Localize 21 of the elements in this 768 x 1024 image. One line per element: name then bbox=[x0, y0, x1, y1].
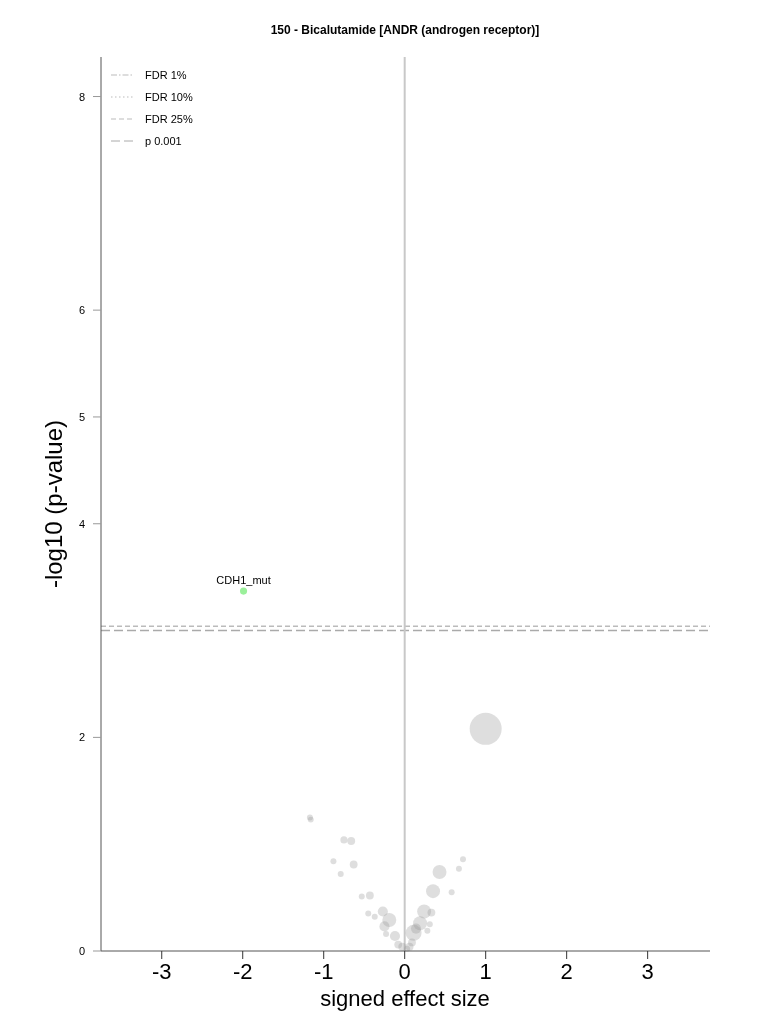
x-tick-label: -3 bbox=[151, 959, 172, 984]
text: FDR 1% bbox=[145, 69, 187, 81]
x-tick-label: -1 bbox=[313, 959, 334, 984]
y-tick-label: 5 bbox=[78, 410, 85, 423]
legend-label: p 0.001 bbox=[145, 135, 182, 147]
chart-title: 150 - Bicalutamide [ANDR (androgen receptor)] bbox=[270, 23, 540, 37]
legend-label: FDR 25% bbox=[145, 113, 193, 125]
x-axis-title: signed effect size bbox=[320, 986, 490, 1011]
x-tick-label: 0 bbox=[398, 959, 411, 984]
y-axis-title: -log10 (p-value) bbox=[40, 419, 67, 589]
y-tick-label: 8 bbox=[78, 90, 85, 103]
annotation: CDH1_mut bbox=[216, 574, 271, 587]
y-tick-label: 0 bbox=[78, 945, 85, 957]
x-tick-label: 1 bbox=[479, 959, 492, 984]
y-tick-label: 4 bbox=[78, 517, 85, 530]
x-tick-label: 2 bbox=[560, 959, 573, 984]
x-tick-label: 3 bbox=[641, 959, 654, 984]
y-tick-label: 6 bbox=[78, 304, 85, 317]
y-tick-label: 2 bbox=[78, 731, 85, 744]
x-tick-label: -2 bbox=[232, 959, 253, 984]
text: FDR 10% bbox=[145, 91, 193, 103]
